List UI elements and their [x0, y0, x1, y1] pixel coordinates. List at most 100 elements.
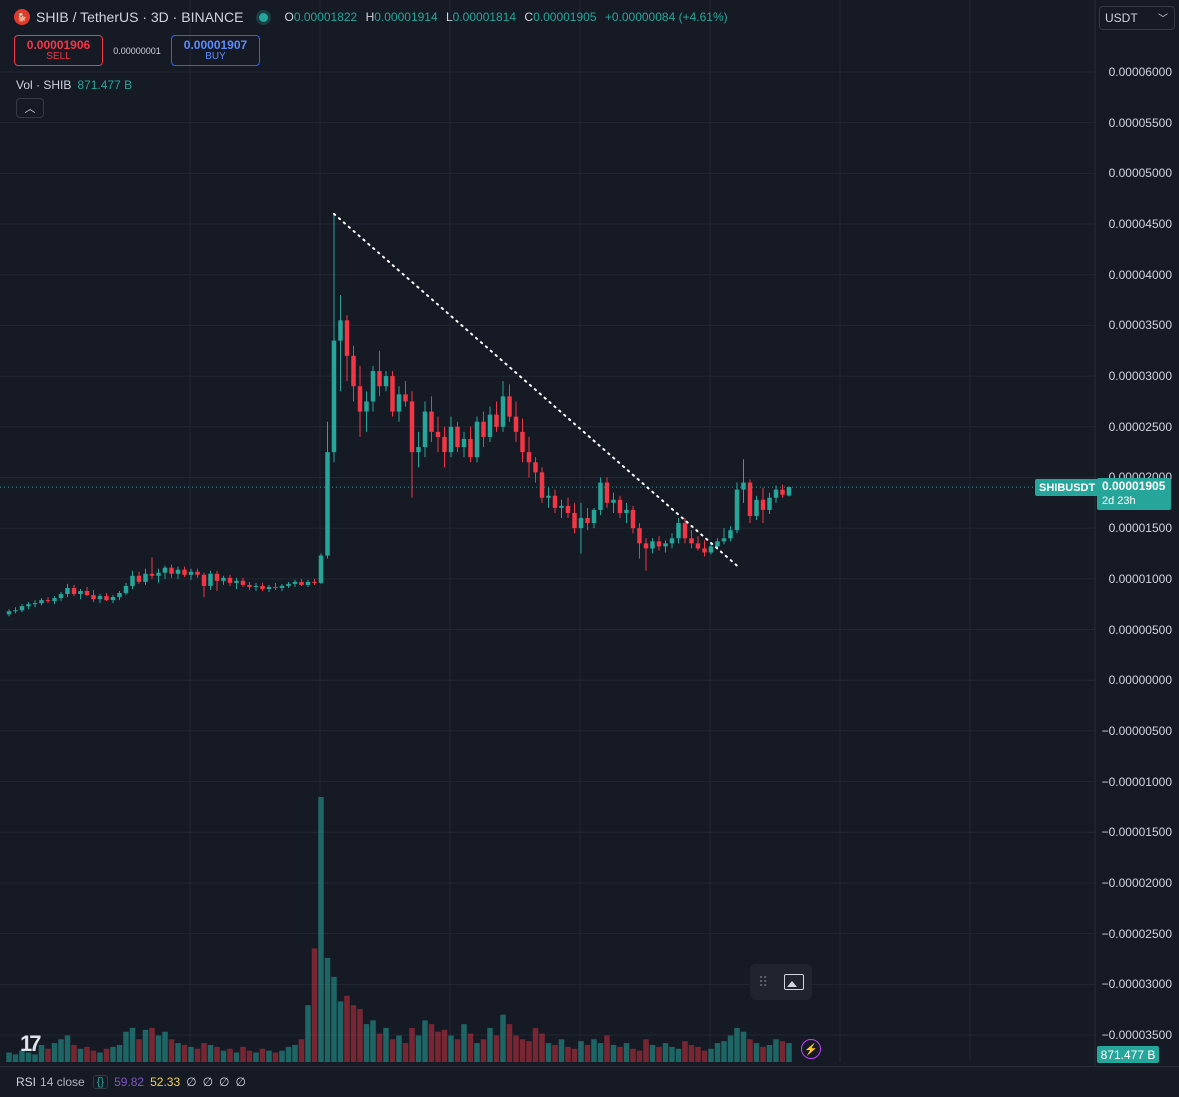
candle-body [136, 575, 142, 582]
image-icon[interactable] [784, 974, 804, 990]
volume-bar [435, 1031, 441, 1062]
candle-body [533, 462, 538, 473]
price-tick-label: −0.00001500 [1101, 825, 1172, 840]
price-tick-label: −0.00000500 [1101, 723, 1172, 738]
spread-value: 0.00000001 [113, 45, 161, 56]
volume-bar [558, 1039, 565, 1062]
volume-bar [708, 1048, 714, 1062]
candle-body [539, 472, 545, 498]
price-tick-label: 0.00003500 [1108, 318, 1172, 333]
candle-body [585, 518, 590, 524]
high-label: H [365, 10, 375, 24]
candle-body [39, 600, 44, 604]
candle-body [247, 584, 252, 587]
volume-bar [311, 948, 318, 1062]
volume-bar [506, 1024, 513, 1062]
rsi-extra-value: ∅ [186, 1075, 197, 1089]
volume-bar [461, 1024, 467, 1062]
price-tick-label: 0.00006000 [1108, 65, 1172, 79]
volume-bar [610, 1044, 617, 1062]
candle-body [240, 580, 246, 585]
candle-body [338, 320, 343, 341]
volume-bar [6, 1052, 12, 1062]
volume-bar [539, 1033, 545, 1062]
candle-body [702, 548, 707, 553]
volume-bar [123, 1031, 129, 1062]
volume-bar [552, 1044, 558, 1062]
price-tick-label: 0.00005000 [1108, 166, 1172, 181]
candle-body [370, 371, 376, 402]
candle-body [643, 543, 649, 549]
candle-body [84, 591, 90, 596]
candle-body [708, 546, 714, 553]
volume-value: 871.477 B [77, 78, 133, 92]
price-tick-label: −0.00003500 [1101, 1028, 1172, 1042]
volume-legend[interactable]: Vol · SHIB 871.477 B [16, 78, 132, 92]
candle-body [682, 523, 688, 539]
source-code-icon[interactable]: {} [92, 1075, 109, 1089]
candle-body [650, 541, 655, 549]
candle-body [617, 499, 623, 513]
volume-bar [623, 1043, 630, 1062]
candle-body [201, 574, 207, 586]
volume-bar [630, 1048, 636, 1062]
volume-bar [389, 1039, 396, 1062]
trade-panel: 0.00001906 SELL 0.00000001 0.00001907 BU… [14, 35, 260, 66]
bar-countdown: 2d 23h [1102, 495, 1136, 507]
volume-bar [747, 1039, 753, 1062]
rsi-value: 59.82 [114, 1075, 145, 1089]
currency-select[interactable]: USDT ﹀ [1099, 6, 1175, 30]
candle-body [409, 401, 415, 453]
sell-price: 0.00001906 [26, 37, 91, 52]
candle-body [598, 482, 603, 510]
volume-bar [493, 1035, 500, 1062]
volume-bar [422, 1020, 428, 1062]
rsi-label[interactable]: RSI [16, 1075, 37, 1089]
drag-handle-icon[interactable]: ⠿ [758, 973, 769, 990]
candle-body [344, 320, 350, 356]
trend-line [333, 212, 738, 567]
candle-body [26, 604, 31, 607]
volume-bar [266, 1050, 272, 1062]
volume-tag: 871.477 B [1097, 1046, 1159, 1063]
volume-bar [324, 957, 331, 1062]
volume-bar [480, 1039, 487, 1062]
volume-bar [571, 1048, 578, 1062]
price-tick-label: 0.00003000 [1108, 369, 1172, 384]
candle-body [760, 499, 766, 510]
volume-bar [207, 1044, 214, 1062]
volume-bar [565, 1046, 571, 1062]
volume-bar [19, 1050, 25, 1062]
volume-bar [545, 1043, 552, 1062]
candle-body [169, 567, 174, 574]
candle-body [182, 569, 187, 575]
market-status-icon[interactable] [259, 12, 269, 22]
volume-bar [162, 1031, 168, 1062]
candle-body [110, 597, 116, 601]
shib-coin-icon: 🐕 [14, 9, 30, 25]
candle-body [552, 495, 558, 508]
open-label: O [284, 10, 294, 24]
candle-body [32, 603, 38, 605]
volume-bar [526, 1041, 532, 1062]
price-tick-label: −0.00001000 [1101, 774, 1172, 789]
volume-bar [32, 1054, 38, 1062]
lightning-icon[interactable]: ⚡ [801, 1039, 821, 1059]
volume-bar [298, 1039, 305, 1062]
chevron-up-icon: ︿ [24, 103, 36, 115]
tradingview-logo-icon[interactable]: 17 [20, 1031, 42, 1056]
volume-bar [688, 1044, 695, 1062]
volume-bar [662, 1043, 669, 1062]
volume-bar [259, 1048, 266, 1062]
buy-button[interactable]: 0.00001907 BUY [171, 35, 260, 66]
collapse-legend-button[interactable]: ︿ [16, 98, 44, 118]
price-tick-label: −0.00002000 [1101, 875, 1172, 890]
candle-body [357, 386, 363, 412]
volume-bar [285, 1046, 292, 1062]
sell-button[interactable]: 0.00001906 SELL [14, 35, 103, 66]
symbol-title[interactable]: SHIB / TetherUS · 3D · BINANCE [36, 9, 244, 25]
volume-bar [701, 1050, 708, 1062]
candle-body [318, 555, 324, 583]
volume-bar [415, 1035, 422, 1062]
